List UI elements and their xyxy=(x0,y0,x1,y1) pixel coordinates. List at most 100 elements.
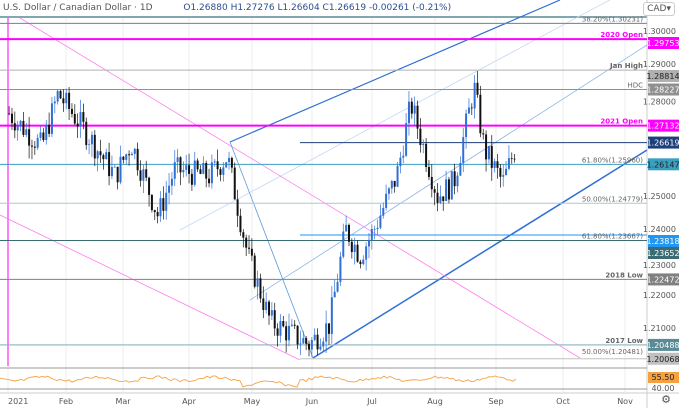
candle-body xyxy=(45,124,48,140)
candle-body xyxy=(333,291,336,298)
candle-body xyxy=(119,156,122,183)
candle-body xyxy=(168,185,171,193)
candle-body xyxy=(470,107,473,109)
candle-body xyxy=(316,334,319,350)
candle-body xyxy=(276,328,279,336)
candle-body xyxy=(482,133,485,135)
candle-body xyxy=(208,178,211,184)
price-label-text: 1.29753 xyxy=(646,39,679,48)
candle-body xyxy=(339,256,342,282)
price-label-text: 1.23818 xyxy=(646,237,679,246)
price-label-box xyxy=(648,70,679,82)
rsi-value-box xyxy=(648,372,679,383)
candle-body xyxy=(248,247,251,249)
level-label: 50.00%(1.24779) xyxy=(582,195,643,203)
candle-body xyxy=(507,158,510,169)
candle-body xyxy=(410,101,413,114)
settings-gear-icon[interactable]: ⚙ xyxy=(661,393,671,406)
candle-body xyxy=(299,343,302,345)
candle-body xyxy=(93,134,96,159)
price-label-box xyxy=(648,119,679,132)
price-label-box xyxy=(648,338,679,351)
x-tick-label: 2021 xyxy=(8,397,28,406)
candle-body xyxy=(447,179,450,200)
candle-body xyxy=(176,157,179,163)
candle-body xyxy=(505,168,508,176)
candle-body xyxy=(196,160,199,170)
candle-body xyxy=(268,301,271,316)
candle-body xyxy=(236,199,239,216)
candle-body xyxy=(396,166,399,187)
candle-body xyxy=(70,108,73,114)
candle-body xyxy=(250,248,253,256)
candle-body xyxy=(290,324,293,326)
candle-body xyxy=(385,193,388,208)
candle-body xyxy=(173,162,176,179)
x-tick-label: Jul xyxy=(366,397,377,406)
candle-body xyxy=(442,196,445,202)
candle-body xyxy=(387,188,390,194)
candle-body xyxy=(170,178,173,186)
candle-body xyxy=(59,90,62,99)
x-tick-label: Jun xyxy=(305,397,319,406)
x-tick-label: Apr xyxy=(182,397,197,406)
candle-body xyxy=(113,166,116,168)
candle-body xyxy=(445,179,448,202)
candle-body xyxy=(239,215,242,233)
candle-body xyxy=(427,166,430,177)
candle-body xyxy=(233,167,236,200)
price-label-text: 1.22472 xyxy=(646,275,679,284)
price-label-text: 1.26619 xyxy=(646,139,679,148)
candle-body xyxy=(133,148,136,154)
candle-body xyxy=(413,105,416,114)
candle-body xyxy=(150,194,153,211)
candle-body xyxy=(345,224,348,232)
candle-body xyxy=(25,129,28,135)
level-label: 2020 Open xyxy=(600,31,643,39)
level-label: HDC xyxy=(627,82,643,90)
candle-body xyxy=(33,146,36,148)
candle-body xyxy=(319,346,322,350)
candle-body xyxy=(102,155,105,160)
channel-upper-line xyxy=(229,0,561,143)
level-label: 2018 Low xyxy=(605,271,643,279)
candle-body xyxy=(213,161,216,163)
price-label-box xyxy=(648,83,679,96)
candle-body xyxy=(165,192,168,211)
candle-body xyxy=(325,323,328,342)
level-label: 50.00%(1.20481) xyxy=(582,348,643,356)
candle-body xyxy=(188,165,191,174)
candle-body xyxy=(370,228,373,240)
candle-body xyxy=(293,324,296,326)
candle-body xyxy=(302,338,305,344)
candle-body xyxy=(382,207,385,216)
candle-body xyxy=(39,132,42,138)
x-tick-label: Feb xyxy=(59,397,73,406)
candle-body xyxy=(105,152,108,160)
candle-body xyxy=(459,162,462,176)
candle-body xyxy=(90,134,93,145)
candle-body xyxy=(216,161,219,170)
candle-body xyxy=(42,132,45,140)
x-tick-label: Aug xyxy=(427,397,443,406)
candle-body xyxy=(68,92,71,109)
x-tick-label: Nov xyxy=(617,397,633,406)
candle-body xyxy=(210,162,213,184)
candle-body xyxy=(502,175,505,177)
candle-body xyxy=(85,121,88,146)
candle-body xyxy=(148,177,151,195)
candle-body xyxy=(125,154,128,160)
x-tick-label: Mar xyxy=(115,397,131,406)
price-label-box xyxy=(648,158,679,171)
candle-body xyxy=(493,161,496,168)
open-value: O1.26880 xyxy=(183,3,228,13)
candle-body xyxy=(48,124,51,134)
high-value: H1.27276 xyxy=(230,3,275,13)
price-label-text: 1.26147 xyxy=(646,160,679,169)
candle-body xyxy=(190,173,193,185)
candle-body xyxy=(393,180,396,187)
y-tick-label: 1.23000 xyxy=(643,261,676,270)
currency-dropdown[interactable]: CAD▾ xyxy=(643,2,675,16)
candle-body xyxy=(356,244,359,262)
